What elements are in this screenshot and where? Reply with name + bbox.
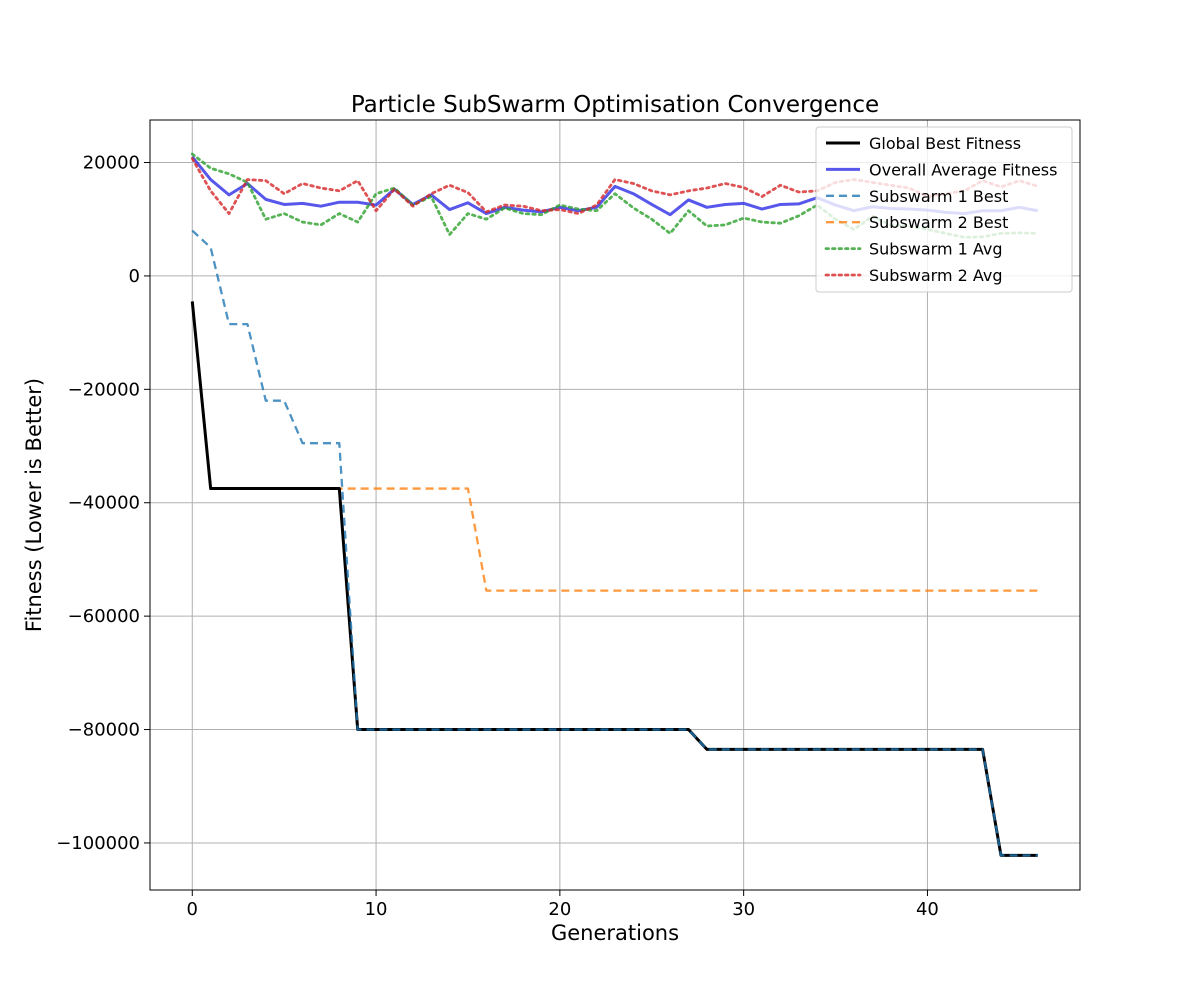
subswarm-1-best-line bbox=[191, 229, 1038, 857]
y-tick-label: −60000 bbox=[68, 606, 140, 627]
plot-frame bbox=[149, 119, 1081, 891]
x-tick-label: 30 bbox=[732, 899, 755, 920]
x-tick-label: 40 bbox=[916, 899, 939, 920]
y-tick-label: −80000 bbox=[68, 720, 140, 741]
x-axis-label: Generations bbox=[551, 921, 679, 945]
legend-box bbox=[815, 126, 1073, 293]
x-tick-label: 10 bbox=[365, 899, 388, 920]
legend-label: Overall Average Fitness bbox=[869, 160, 1057, 179]
subswarm-2-best-line bbox=[191, 301, 1038, 592]
y-tick-label: −20000 bbox=[68, 379, 140, 400]
x-tick-label: 20 bbox=[548, 899, 571, 920]
legend-label: Subswarm 2 Avg bbox=[869, 266, 1003, 285]
y-tick-label: 20000 bbox=[83, 153, 140, 174]
axis-ticks: 0 10 20 30 40 20000 0 −20000 −40000 −60000 −80000 −… bbox=[56, 153, 939, 920]
y-tick-label: −100000 bbox=[56, 833, 140, 854]
y-tick-label: −40000 bbox=[68, 493, 140, 514]
legend-label: Subswarm 1 Best bbox=[869, 187, 1008, 206]
legend-label: Global Best Fitness bbox=[869, 134, 1021, 153]
y-axis-label: Fitness (Lower is Better) bbox=[22, 378, 46, 632]
y-tick-label: 0 bbox=[129, 266, 140, 287]
legend-label: Subswarm 1 Avg bbox=[869, 240, 1003, 259]
chart-title: Particle SubSwarm Optimisation Convergen… bbox=[351, 92, 879, 118]
legend-label: Subswarm 2 Best bbox=[869, 213, 1008, 232]
legend: Global Best Fitness Overall Average Fitne… bbox=[815, 126, 1073, 293]
x-tick-label: 0 bbox=[187, 899, 198, 920]
